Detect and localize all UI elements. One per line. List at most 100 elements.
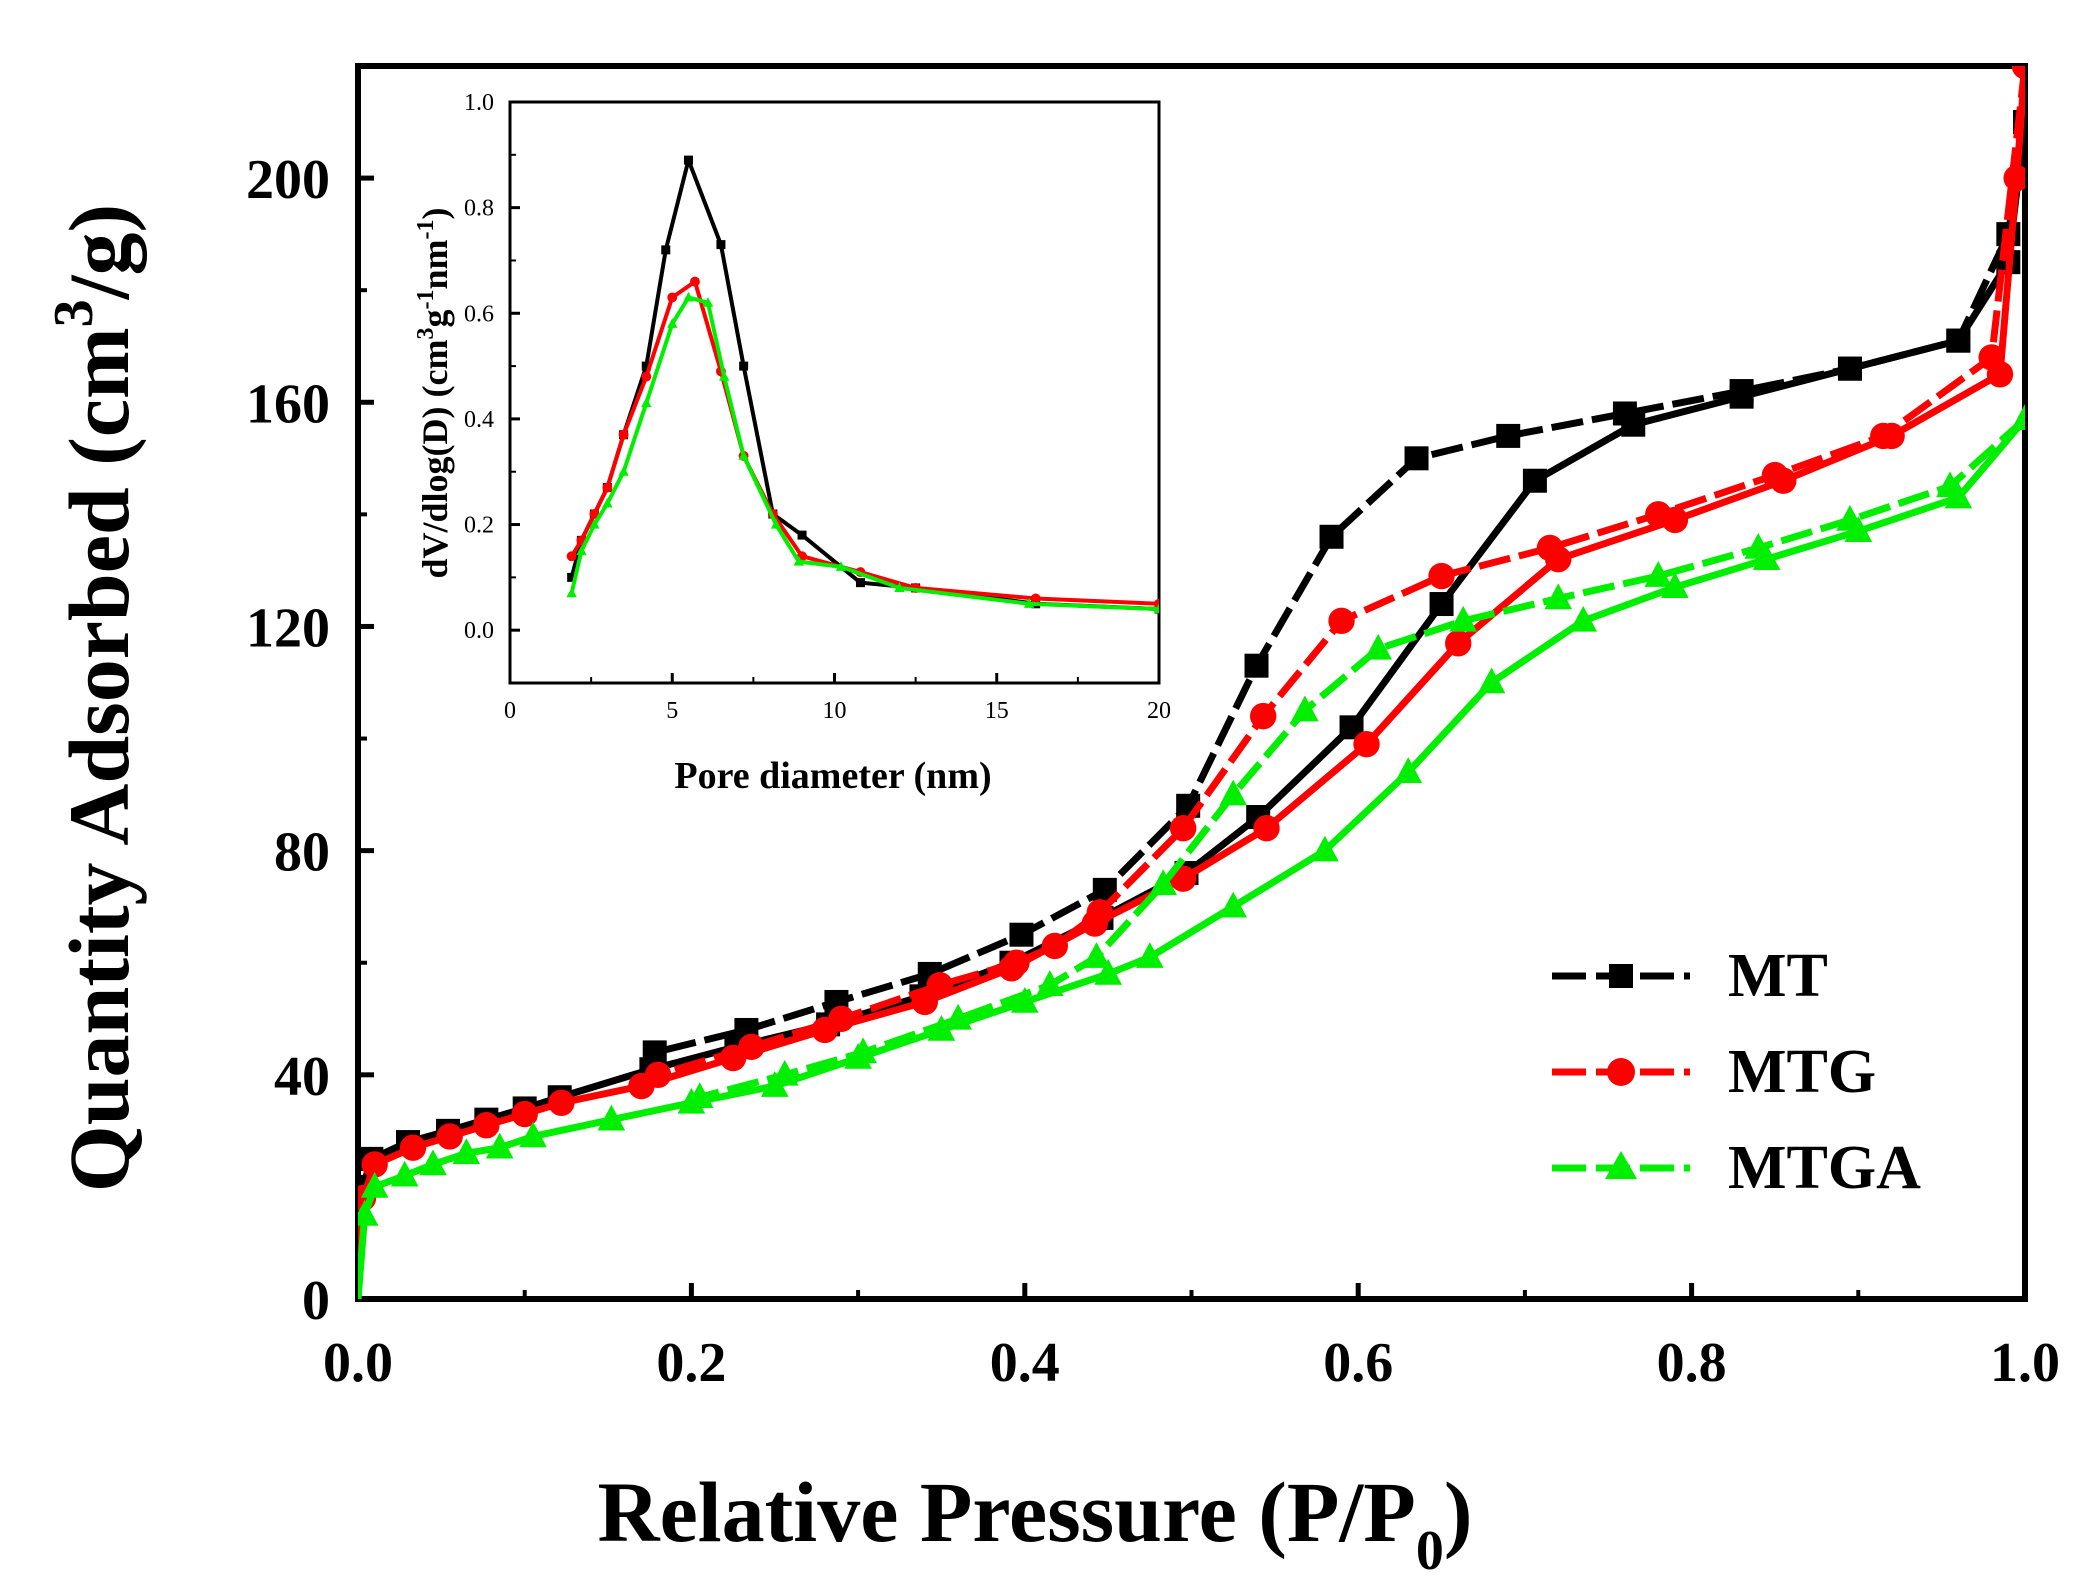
inset-series-mtg-point	[641, 371, 652, 382]
series-mtga-point	[1661, 572, 1689, 599]
series-mtga-point	[358, 1199, 379, 1226]
series-mtga-point	[519, 1121, 547, 1148]
series-mtga-point	[685, 1082, 714, 1109]
legend-entry-mt: MT	[1552, 942, 1828, 1010]
inset-series-mtga-point	[738, 450, 749, 460]
inset-y-tick-label: 0.6	[464, 301, 494, 327]
main-x-tick-label: 0.0	[323, 1332, 393, 1394]
inset-x-tick-label: 5	[666, 698, 678, 724]
series-mtg-point	[1428, 562, 1455, 590]
series-mtga-point	[1364, 633, 1393, 660]
main-x-tick-label: 0.8	[1657, 1332, 1727, 1394]
main-series-group	[358, 66, 2025, 1299]
inset-series-mtga-point	[770, 518, 782, 529]
series-mtga-point	[360, 1171, 389, 1198]
inset-series-mtga-point	[1153, 603, 1159, 614]
series-mtg-point	[1761, 461, 1789, 489]
series-mtg-point	[511, 1100, 538, 1128]
series-mtg-point	[1249, 702, 1277, 730]
main-y-tick-label: 160	[246, 373, 330, 435]
inset-series-group	[566, 155, 1159, 614]
series-mtg-point	[644, 1061, 672, 1089]
series-mtga-point	[1644, 561, 1673, 587]
inset-series-mtg-point	[566, 551, 577, 562]
series-mtga-point	[1219, 779, 1247, 806]
inset-y-tick-label: 1.0	[464, 90, 494, 116]
series-mtga-point	[1394, 757, 1423, 783]
inset-x-tick-label: 15	[985, 698, 1009, 724]
inset-series-mtga-point	[894, 582, 905, 592]
series-mtg-point	[738, 1033, 765, 1060]
inset-series-mtga-point	[641, 397, 652, 408]
series-mtg-point	[548, 1089, 575, 1117]
inset-series-mtga-point	[602, 497, 613, 508]
series-mt-desorption-line	[653, 121, 2025, 1056]
series-mtga-point	[485, 1132, 514, 1159]
inset-series-mtga-point	[667, 318, 678, 328]
legend-marker-mtg	[1607, 1058, 1635, 1086]
inset-series-mtga-point	[683, 291, 694, 302]
series-mtga-point	[1136, 942, 1164, 968]
series-mtg-point	[1870, 422, 1897, 450]
series-mt-point	[1319, 524, 1344, 549]
series-mtga-point	[1011, 986, 1039, 1013]
inset-series-mtg-point	[589, 509, 600, 519]
series-mt-point	[1404, 446, 1429, 471]
main-y-tick-label: 0	[302, 1270, 330, 1332]
series-mt-point	[1729, 379, 1754, 404]
legend-label-mt: MT	[1728, 942, 1828, 1010]
inset-series-mt-point	[855, 578, 865, 588]
series-mtga-point	[1291, 695, 1319, 722]
legend-label-mtga: MTGA	[1728, 1134, 1921, 1202]
series-mtg-point	[1536, 534, 1564, 562]
inset-x-axis-label: Pore diameter (nm)	[674, 755, 991, 797]
series-mtga-point	[1544, 583, 1573, 610]
inset-series-mtga-point	[566, 587, 577, 598]
inset-x-tick-label: 20	[1147, 698, 1171, 724]
series-mt-point	[1522, 468, 1547, 493]
series-mtga-point	[1219, 891, 1247, 918]
main-x-tick-label: 0.2	[656, 1332, 726, 1394]
legend-marker-mtga	[1605, 1151, 1637, 1179]
inset-series-mt-point	[641, 361, 651, 371]
series-mtg-point	[1041, 932, 1069, 960]
series-mtg-point	[436, 1123, 463, 1150]
inset-y-tick-label: 0.8	[464, 196, 494, 222]
inset-plot-frame	[508, 100, 1161, 685]
series-mtg-point	[473, 1112, 500, 1139]
inset-y-tick-label: 0.4	[464, 407, 494, 433]
series-mtga-point	[1311, 835, 1339, 862]
main-x-tick-label: 0.4	[990, 1332, 1060, 1394]
series-mtg-point	[1253, 815, 1280, 842]
series-mtga-point	[927, 1014, 956, 1041]
series-mtg-point	[926, 971, 953, 999]
inset-series-mtga-point	[618, 466, 629, 476]
series-mt-point	[642, 1040, 667, 1065]
series-mtga-point	[1449, 605, 1478, 632]
series-mtg-point	[2003, 164, 2025, 192]
inset-y-axis-label: dV/dlog(D) (cm3g-1nm-1)	[413, 208, 455, 579]
series-mtga-point	[390, 1160, 419, 1187]
series-mtga-point	[944, 1003, 972, 1030]
legend-entry-mtga: MTGA	[1552, 1134, 1921, 1202]
main-y-tick-label: 120	[246, 597, 330, 659]
inset-series-mt-point	[797, 530, 807, 540]
inset-y-tick-label: 0.2	[464, 513, 494, 539]
series-mtga-point	[419, 1149, 447, 1176]
inset-series-mtg-point	[618, 429, 629, 440]
inset-series-mtga-point	[702, 297, 714, 307]
series-mtg-point	[2011, 66, 2025, 80]
series-mt-point	[1612, 401, 1637, 426]
series-mt-point	[1244, 653, 1269, 678]
series-mtga-point	[1569, 605, 1598, 632]
inset-x-tick-label: 0	[504, 698, 516, 724]
series-mt-point	[1429, 592, 1454, 617]
series-mtg-point	[399, 1134, 427, 1161]
inset-series-mt-point	[661, 245, 671, 255]
inset-axis-ticks: 0 5 10 15 20 0.0 0.2 0.4 0.6 0.8 1.0	[464, 90, 1171, 724]
series-mtg-point	[1445, 630, 1472, 657]
series-mtga-point	[1936, 471, 1964, 498]
main-y-tick-label: 40	[274, 1046, 330, 1108]
series-mtga-point	[597, 1104, 626, 1131]
